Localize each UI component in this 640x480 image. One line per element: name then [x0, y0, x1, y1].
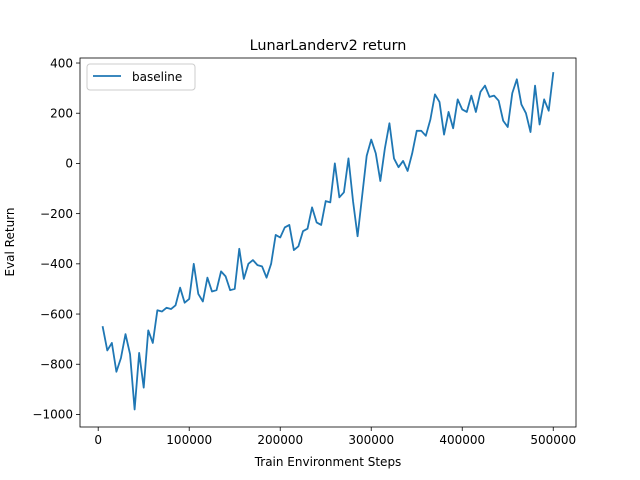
y-tick-label: 0	[65, 157, 73, 171]
chart-title: LunarLanderv2 return	[250, 38, 407, 54]
y-axis-label: Eval Return	[3, 207, 17, 276]
y-tick-label: −600	[40, 307, 73, 321]
y-tick-label: −400	[40, 257, 73, 271]
x-tick-label: 400000	[439, 433, 485, 447]
x-tick-label: 500000	[530, 433, 576, 447]
y-tick-label: 400	[50, 56, 73, 70]
series-line-baseline	[101, 72, 555, 411]
legend-frame	[86, 63, 196, 91]
plot-frame	[79, 57, 577, 428]
x-tick-label: 200000	[257, 433, 303, 447]
y-tick-label: −200	[40, 207, 73, 221]
legend-label-baseline: baseline	[132, 70, 182, 84]
x-axis-label: Train Environment Steps	[254, 455, 402, 469]
y-tick-label: 200	[50, 107, 73, 121]
x-tick-label: 100000	[166, 433, 212, 447]
legend: baseline	[86, 63, 196, 91]
x-tick-label: 300000	[348, 433, 394, 447]
y-tick-label: −800	[40, 358, 73, 372]
y-tick-label: −1000	[32, 408, 73, 422]
x-tick-label: 0	[94, 433, 102, 447]
